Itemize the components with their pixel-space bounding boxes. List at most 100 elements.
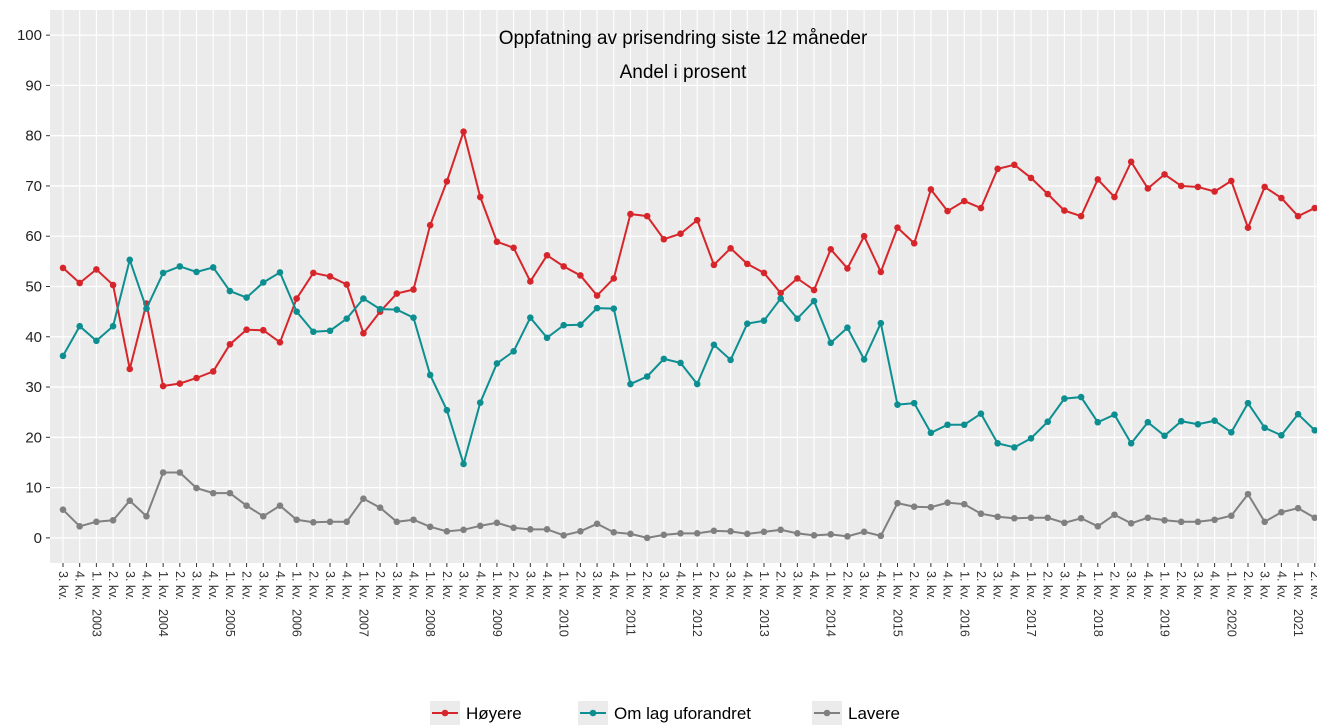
- legend-label: Høyere: [466, 704, 522, 723]
- data-point: [209, 264, 217, 271]
- data-point: [393, 306, 401, 313]
- data-point: [393, 518, 401, 526]
- x-tick-label: 1. kv.: [356, 571, 370, 600]
- data-point: [293, 516, 300, 524]
- data-point: [1228, 512, 1235, 520]
- x-tick-label: 1. kv.: [623, 571, 637, 600]
- x-tick-label: 4. kv.: [406, 571, 420, 600]
- data-point: [1027, 174, 1035, 182]
- data-point: [827, 531, 835, 538]
- data-point: [1044, 418, 1052, 426]
- data-point: [860, 232, 868, 240]
- x-tick-label: 3. kv.: [1057, 571, 1071, 600]
- data-point: [977, 204, 985, 212]
- data-point: [1278, 508, 1285, 516]
- data-point: [193, 484, 200, 492]
- x-tick-label: 2. kv.: [974, 571, 988, 600]
- data-point: [1044, 514, 1052, 522]
- x-tick-label: 1. kv.: [891, 571, 905, 600]
- data-point: [243, 502, 250, 509]
- data-point: [710, 261, 718, 269]
- data-point: [126, 365, 134, 373]
- x-tick-label: 2. kv.: [907, 571, 921, 600]
- x-year-label: 2016: [957, 609, 971, 637]
- x-tick-label: 2. kv.: [640, 571, 654, 600]
- x-tick-label: 4. kv.: [1074, 571, 1088, 600]
- x-tick-label: 1. kv.: [1024, 571, 1038, 600]
- data-point: [1077, 393, 1085, 401]
- data-point: [593, 520, 601, 528]
- data-point: [660, 531, 668, 539]
- data-point: [1211, 188, 1218, 195]
- data-point: [894, 499, 901, 507]
- data-point: [426, 221, 434, 229]
- data-point: [493, 238, 501, 246]
- x-tick-label: 3. kv.: [123, 571, 137, 600]
- data-point: [810, 286, 818, 294]
- x-tick-label: 2. kv.: [1174, 571, 1188, 600]
- data-point: [910, 399, 918, 407]
- data-point: [894, 224, 901, 231]
- chart-title: Oppfatning av prisendring siste 12 måned…: [499, 28, 868, 49]
- data-point: [476, 193, 484, 201]
- data-point: [126, 497, 134, 504]
- data-point: [93, 266, 100, 273]
- x-tick-label: 2. kv.: [1308, 571, 1317, 600]
- data-point: [910, 503, 918, 510]
- x-year-label: 2006: [290, 609, 304, 637]
- data-point: [293, 308, 300, 315]
- x-tick-label: 3. kv.: [256, 571, 270, 600]
- x-tick-label: 3. kv.: [790, 571, 804, 600]
- data-point: [426, 523, 434, 531]
- data-point: [360, 329, 367, 337]
- data-point: [310, 269, 317, 277]
- x-year-label: 2004: [156, 609, 170, 637]
- x-tick-label: 1. kv.: [423, 571, 437, 600]
- data-point: [1144, 514, 1152, 522]
- data-point: [410, 516, 417, 524]
- data-point: [1294, 504, 1302, 512]
- data-point: [293, 295, 300, 302]
- x-tick-label: 3. kv.: [1191, 571, 1205, 600]
- data-point: [1244, 399, 1252, 407]
- data-point: [360, 495, 367, 502]
- data-point: [410, 314, 417, 321]
- data-point: [343, 281, 351, 288]
- y-tick-label: 90: [25, 77, 42, 94]
- data-point: [1011, 161, 1018, 169]
- x-tick-label: 3. kv.: [323, 571, 337, 600]
- data-point: [93, 518, 100, 526]
- legend-label: Om lag uforandret: [614, 704, 751, 723]
- data-point: [794, 315, 801, 322]
- data-point: [577, 321, 584, 329]
- data-point: [543, 526, 551, 533]
- data-point: [693, 216, 701, 224]
- data-point: [1011, 514, 1018, 522]
- data-point: [1094, 418, 1102, 426]
- data-point: [660, 355, 668, 363]
- data-point: [493, 360, 501, 367]
- data-point: [1044, 190, 1052, 198]
- data-point: [827, 245, 835, 253]
- data-point: [343, 518, 351, 526]
- x-tick-label: 2. kv.: [306, 571, 320, 600]
- data-point: [326, 518, 334, 526]
- x-year-label: 2003: [89, 609, 103, 637]
- data-point: [994, 513, 1001, 521]
- x-tick-label: 1. kv.: [1091, 571, 1105, 600]
- data-point: [1211, 417, 1218, 425]
- legend-label: Lavere: [848, 704, 900, 723]
- data-point: [527, 526, 534, 533]
- data-point: [1177, 417, 1185, 425]
- x-tick-label: 2. kv.: [707, 571, 721, 600]
- x-tick-label: 1. kv.: [557, 571, 571, 600]
- data-point: [643, 534, 651, 542]
- data-point: [193, 268, 200, 276]
- data-point: [877, 268, 885, 276]
- data-point: [510, 524, 517, 532]
- data-point: [977, 510, 985, 518]
- data-point: [493, 519, 501, 527]
- data-point: [193, 374, 200, 382]
- data-point: [810, 532, 818, 539]
